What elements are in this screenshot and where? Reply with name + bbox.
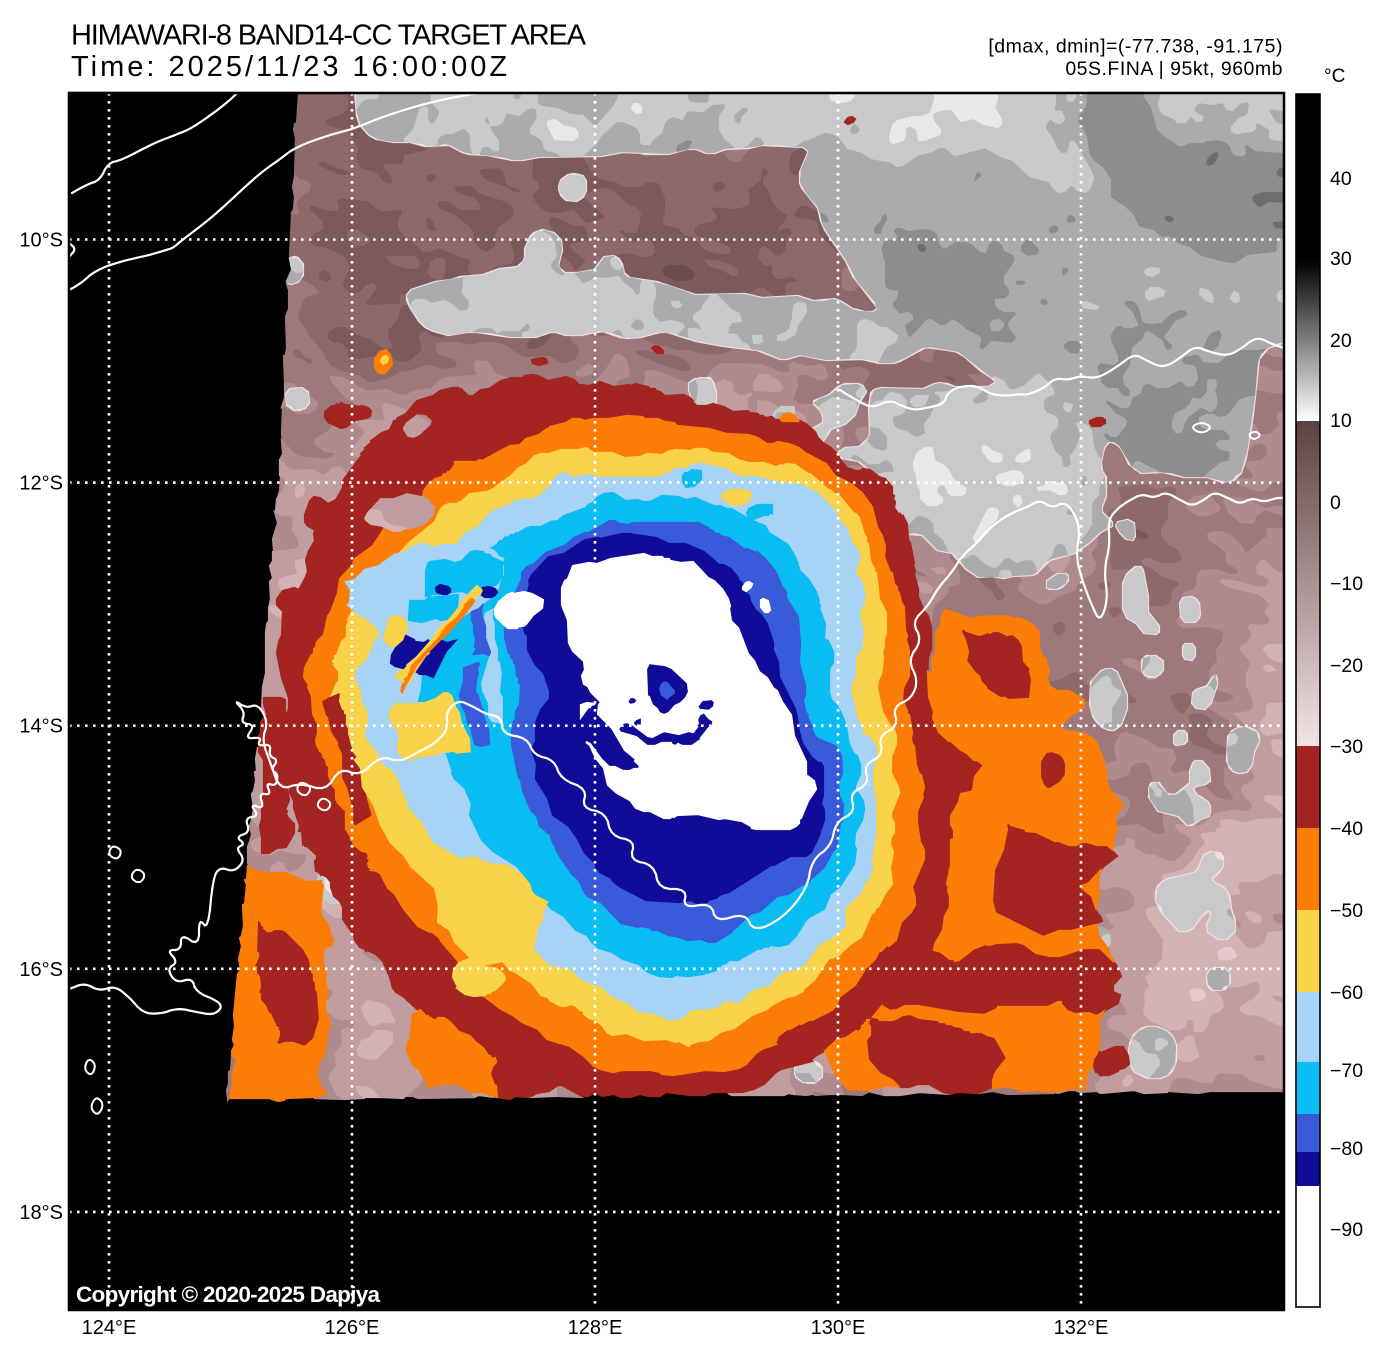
svg-text:130°E: 130°E (811, 1317, 866, 1339)
svg-text:−20: −20 (1330, 655, 1363, 677)
svg-text:30: 30 (1330, 248, 1352, 270)
svg-text:132°E: 132°E (1054, 1317, 1109, 1339)
svg-text:10°S: 10°S (19, 230, 63, 252)
svg-text:−30: −30 (1330, 736, 1363, 758)
svg-text:0: 0 (1330, 492, 1341, 514)
svg-text:−90: −90 (1330, 1219, 1363, 1241)
svg-text:18°S: 18°S (19, 1202, 63, 1224)
svg-text:−40: −40 (1330, 818, 1363, 840)
svg-text:Time: 2025/11/23 16:00:00Z: Time: 2025/11/23 16:00:00Z (71, 51, 510, 83)
svg-text:128°E: 128°E (568, 1317, 623, 1339)
svg-text:126°E: 126°E (325, 1317, 380, 1339)
svg-text:−50: −50 (1330, 900, 1363, 922)
svg-text:−60: −60 (1330, 982, 1363, 1004)
svg-text:14°S: 14°S (19, 716, 63, 738)
svg-text:12°S: 12°S (19, 473, 63, 495)
svg-text:−10: −10 (1330, 573, 1363, 595)
svg-text:−70: −70 (1330, 1060, 1363, 1082)
svg-text:10: 10 (1330, 410, 1352, 432)
svg-text:20: 20 (1330, 330, 1352, 352)
svg-text:−80: −80 (1330, 1138, 1363, 1160)
svg-text:16°S: 16°S (19, 959, 63, 981)
svg-text:40: 40 (1330, 168, 1352, 190)
svg-text:HIMAWARI-8 BAND14-CC TARGET AR: HIMAWARI-8 BAND14-CC TARGET AREA (71, 20, 587, 52)
svg-text:05S.FINA | 95kt, 960mb: 05S.FINA | 95kt, 960mb (1065, 58, 1283, 80)
svg-text:Copyright © 2020-2025 Dapiya: Copyright © 2020-2025 Dapiya (76, 1282, 381, 1307)
svg-text:124°E: 124°E (82, 1317, 137, 1339)
svg-text:[dmax, dmin]=(-77.738, -91.175: [dmax, dmin]=(-77.738, -91.175) (988, 36, 1283, 58)
svg-text:°C: °C (1324, 66, 1345, 87)
